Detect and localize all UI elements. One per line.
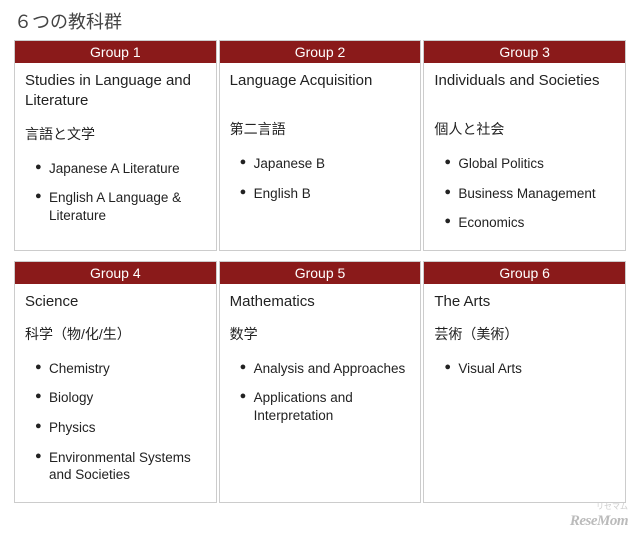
group-header: Group 6 [424,262,625,284]
group-5: Group 5 Mathematics 数学 Analysis and Appr… [219,261,422,503]
group-title-jp: 個人と社会 [424,117,625,145]
group-header: Group 4 [15,262,216,284]
group-2: Group 2 Language Acquisition 第二言語 Japane… [219,40,422,251]
subject-item: Global Politics [444,149,619,179]
group-title-en: The Arts [424,284,625,322]
group-3: Group 3 Individuals and Societies 個人と社会 … [423,40,626,251]
group-title-en: Science [15,284,216,322]
subject-item: Business Management [444,179,619,209]
page-title: ６つの教科群 [14,8,626,34]
groups-row-2: Group 4 Science 科学（物/化/生） Chemistry Biol… [14,261,626,503]
subject-item: Environmental Systems and Societies [35,443,210,490]
subject-item: English A Language & Literature [35,183,210,230]
group-title-en: Individuals and Societies [424,63,625,117]
group-title-jp: 科学（物/化/生） [15,322,216,350]
group-title-jp: 数学 [220,322,421,350]
group-items: Japanese B English B [220,145,421,250]
subject-item: Japanese A Literature [35,154,210,184]
subject-item: Analysis and Approaches [240,354,415,384]
watermark-sub: リセマム [596,501,628,512]
groups-row-1: Group 1 Studies in Language and Literatu… [14,40,626,251]
group-title-en: Language Acquisition [220,63,421,117]
group-title-jp: 言語と文学 [15,122,216,150]
watermark: ReseMom [570,513,628,530]
group-items: Chemistry Biology Physics Environmental … [15,350,216,502]
group-title-en: Mathematics [220,284,421,322]
group-items: Visual Arts [424,350,625,502]
subject-item: Physics [35,413,210,443]
group-header: Group 3 [424,41,625,63]
group-items: Japanese A Literature English A Language… [15,150,216,250]
group-6: Group 6 The Arts 芸術（美術） Visual Arts [423,261,626,503]
group-header: Group 5 [220,262,421,284]
group-title-jp: 芸術（美術） [424,322,625,350]
group-1: Group 1 Studies in Language and Literatu… [14,40,217,251]
group-4: Group 4 Science 科学（物/化/生） Chemistry Biol… [14,261,217,503]
group-title-jp: 第二言語 [220,117,421,145]
group-header: Group 2 [220,41,421,63]
subject-item: Japanese B [240,149,415,179]
subject-item: Biology [35,383,210,413]
group-header: Group 1 [15,41,216,63]
subject-item: English B [240,179,415,209]
group-title-en: Studies in Language and Literature [15,63,216,122]
subject-item: Economics [444,208,619,238]
group-items: Analysis and Approaches Applications and… [220,350,421,502]
subject-item: Visual Arts [444,354,619,384]
group-items: Global Politics Business Management Econ… [424,145,625,250]
subject-item: Chemistry [35,354,210,384]
subject-item: Applications and Interpretation [240,383,415,430]
